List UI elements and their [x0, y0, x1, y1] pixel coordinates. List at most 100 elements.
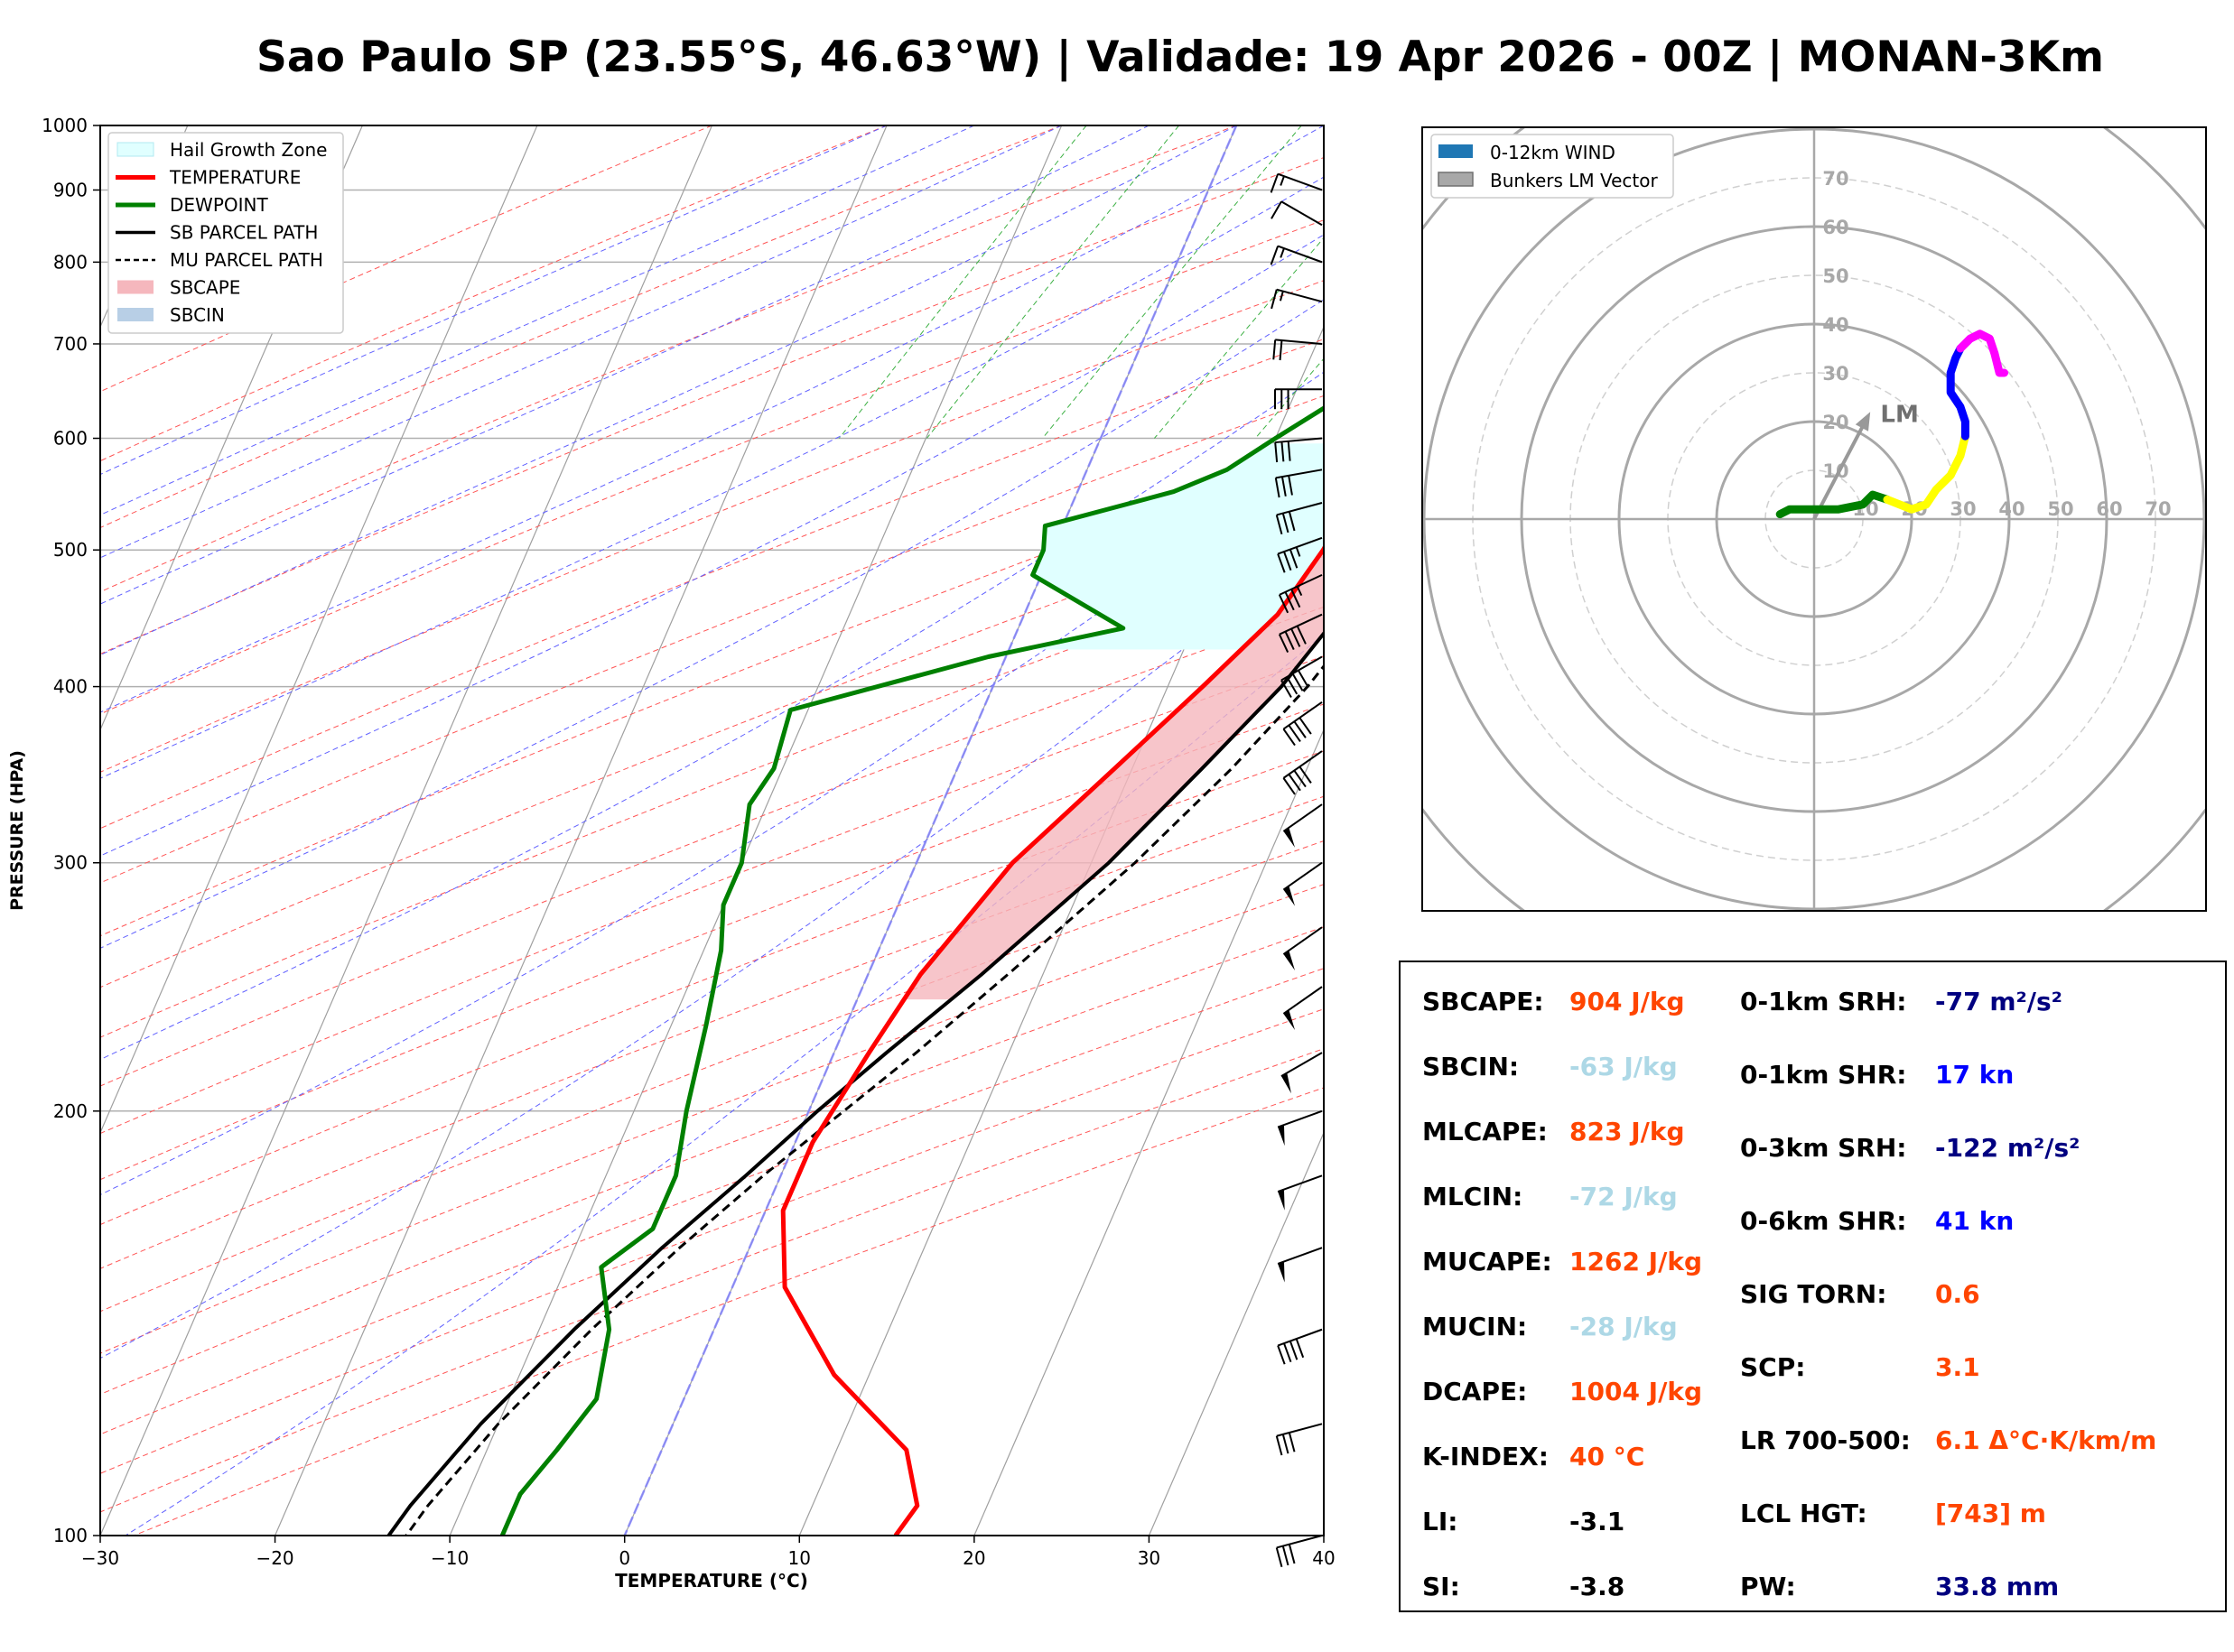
barb-flag	[1299, 766, 1312, 784]
barb-flag	[1272, 339, 1277, 360]
hodograph-ring-label: 20	[1901, 498, 1927, 520]
param-label: SI:	[1422, 1572, 1460, 1601]
barb-shaft	[1275, 437, 1323, 444]
x-tick-label: −20	[256, 1547, 293, 1569]
hodograph-ring-label: 70	[1822, 168, 1848, 190]
barb-flag	[1289, 549, 1299, 569]
x-tick-label: 20	[963, 1547, 985, 1569]
param-label: SIG TORN:	[1740, 1279, 1887, 1309]
wind-barb	[1274, 437, 1323, 463]
barb-half-flag	[1296, 586, 1303, 597]
isotherm-line	[449, 125, 1063, 1536]
wind-barb	[1277, 1247, 1323, 1283]
barb-flag	[1286, 676, 1299, 695]
param-label: MUCIN:	[1422, 1312, 1528, 1341]
barb-pennant	[1280, 1072, 1291, 1094]
barb-pennant	[1278, 1261, 1285, 1283]
barb-flag	[1275, 515, 1283, 534]
param-label: LR 700-500:	[1740, 1425, 1911, 1455]
isotherm-line	[100, 125, 538, 1135]
barb-shaft	[1277, 1109, 1323, 1128]
barb-shaft	[1276, 1423, 1323, 1437]
legend-swatch	[1438, 144, 1473, 158]
wind-barb	[1275, 1423, 1323, 1456]
legend-label: SB PARCEL PATH	[170, 222, 318, 244]
param-value: 1262 J/kg	[1569, 1247, 1702, 1276]
x-axis-label: TEMPERATURE (°C)	[615, 1570, 808, 1592]
legend-swatch	[1438, 172, 1474, 187]
wind-barb	[1275, 502, 1323, 534]
param-label: SCP:	[1740, 1352, 1806, 1382]
hodograph-ring-label: 10	[1822, 460, 1848, 482]
barb-flag	[1271, 289, 1278, 310]
param-value: 6.1 Δ°C·K/km/m	[1935, 1425, 2157, 1455]
legend-label: Hail Growth Zone	[170, 139, 327, 161]
barb-flag	[1281, 513, 1289, 534]
barb-shaft	[1276, 502, 1323, 516]
hodograph-ring	[1422, 127, 2206, 911]
y-axis-label: PRESSURE (HPA)	[7, 750, 27, 911]
hodograph-minor-ring	[1667, 372, 1961, 666]
bunkers-lm-label: LM	[1880, 402, 1918, 429]
barb-flag	[1288, 475, 1293, 496]
wind-barb	[1282, 986, 1323, 1030]
hodograph-ring-label: 40	[1998, 498, 2025, 520]
isotherm-line	[275, 125, 888, 1536]
hodograph-minor-ring	[1521, 226, 2108, 812]
param-label: 0-3km SRH:	[1740, 1133, 1907, 1163]
barb-flag	[1284, 591, 1295, 611]
barb-shaft	[1280, 200, 1323, 227]
barb-flag	[1280, 441, 1285, 462]
hodograph-frame	[1421, 126, 2207, 912]
barb-shaft	[1280, 655, 1323, 682]
wind-barb	[1277, 536, 1323, 573]
legend-label: 0-12km WIND	[1490, 142, 1615, 163]
x-tick-label: −10	[431, 1547, 469, 1569]
x-tick-label: 10	[788, 1547, 811, 1569]
legend-label: SBCIN	[170, 304, 225, 326]
moist-adiabat	[100, 125, 1150, 605]
legend-swatch	[116, 142, 154, 157]
param-value: -122 m²/s²	[1935, 1133, 2080, 1163]
barb-pennant	[1283, 1009, 1296, 1030]
mixing-ratio-line	[1042, 125, 1302, 439]
hodograph-segment	[1883, 432, 1969, 514]
hodograph-ring-label: 30	[1950, 498, 1976, 520]
barb-shaft	[1277, 245, 1323, 264]
barb-pennant	[1278, 1125, 1285, 1146]
wind-barb	[1270, 172, 1323, 193]
barb-pennant	[1283, 886, 1296, 906]
skewt-chart: −30 −20 −10 0 10 20 30 40 100 200 300 400 500 600 700 8…	[7, 115, 1409, 1592]
barb-flag	[1275, 1547, 1283, 1567]
wind-barb	[1282, 803, 1323, 848]
dry-adiabat	[100, 125, 712, 393]
barb-flag	[1274, 478, 1280, 498]
moist-adiabat	[100, 540, 1324, 1360]
moist-adiabat	[100, 125, 888, 476]
hodograph-ring-label: 60	[1822, 217, 1848, 238]
isotherm-line	[973, 728, 1324, 1536]
isotherm-line	[100, 125, 713, 1536]
barb-flag	[1270, 173, 1280, 193]
wind-barb	[1282, 750, 1323, 795]
wind-barb	[1278, 613, 1323, 654]
barb-half-flag	[1280, 175, 1285, 186]
barb-flag	[1293, 769, 1307, 788]
sb-parcel-line	[386, 630, 1324, 1536]
mixing-ratio-line	[1329, 125, 1409, 439]
y-tick-label: 1000	[42, 115, 88, 136]
barb-shaft	[1279, 573, 1323, 596]
hodograph-segment	[1946, 344, 1969, 441]
mixing-ratio-line	[1154, 237, 1324, 439]
hodograph-segment	[1775, 490, 1892, 519]
moist-adiabat	[100, 176, 1324, 779]
param-value: 41 kn	[1935, 1206, 2015, 1236]
y-tick-label: 100	[53, 1525, 88, 1546]
dry-adiabat	[100, 125, 1237, 593]
isotherm-line	[1323, 1534, 1324, 1536]
barb-shaft	[1277, 536, 1323, 555]
param-value: [743] m	[1935, 1499, 2046, 1528]
mixing-ratio-line	[1254, 357, 1324, 439]
param-label: MLCIN:	[1422, 1182, 1523, 1211]
barb-flag	[1281, 1434, 1289, 1454]
